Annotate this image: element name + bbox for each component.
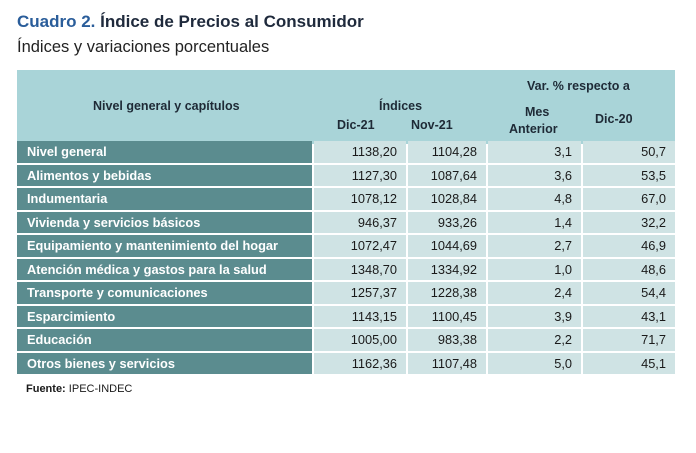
cell-nov21: 1107,48 [408, 352, 486, 374]
row-label: Equipamiento y mantenimiento del hogar [17, 235, 312, 257]
table-row: Otros bienes y servicios 1162,36 1107,48 5,… [17, 352, 675, 377]
table-row: Vivienda y servicios básicos 946,37 933,26… [17, 211, 675, 236]
cell-dic20: 71,7 [583, 329, 675, 351]
cell-nov21: 1334,92 [408, 258, 486, 280]
row-label: Atención médica y gastos para la salud [17, 258, 312, 280]
cell-dic21: 1162,36 [314, 352, 406, 374]
source-label: Fuente: [26, 383, 66, 395]
cell-dic21: 1257,37 [314, 282, 406, 304]
header-nivel: Nivel general y capítulos [93, 99, 240, 113]
header-indices: Índices [379, 99, 423, 113]
row-label: Vivienda y servicios básicos [17, 211, 312, 233]
table-row: Nivel general 1138,20 1104,28 3,1 50,7 [17, 141, 675, 165]
cell-dic21: 1143,15 [314, 305, 406, 327]
cell-nov21: 1044,69 [408, 235, 486, 257]
source-note: Fuente: IPEC-INDEC [26, 383, 132, 395]
cell-dic21: 1348,70 [314, 258, 406, 280]
table-row: Equipamiento y mantenimiento del hogar 10… [17, 235, 675, 259]
table-subtitle: Índices y variaciones porcentuales [17, 38, 270, 56]
cell-mes-anterior: 2,4 [488, 282, 581, 304]
cell-dic20: 32,2 [583, 211, 675, 233]
cell-nov21: 1104,28 [408, 141, 486, 163]
cell-nov21: 933,26 [408, 211, 486, 233]
header-mes: Mes [525, 105, 550, 119]
cell-dic21: 1127,30 [314, 164, 406, 186]
header-var: Var. % respecto a [527, 79, 630, 93]
cell-dic20: 46,9 [583, 235, 675, 257]
cell-nov21: 1100,45 [408, 305, 486, 327]
header-nov21: Nov-21 [411, 118, 453, 132]
cell-mes-anterior: 3,6 [488, 164, 581, 186]
table-title-text: Índice de Precios al Consumidor [100, 12, 364, 31]
table-row: Transporte y comunicaciones 1257,37 1228,3… [17, 282, 675, 306]
row-label: Transporte y comunicaciones [17, 282, 312, 304]
cell-dic20: 54,4 [583, 282, 675, 304]
cell-mes-anterior: 1,4 [488, 211, 581, 233]
table-row: Alimentos y bebidas 1127,30 1087,64 3,6 53,5 [17, 164, 675, 189]
cell-dic20: 48,6 [583, 258, 675, 280]
cell-mes-anterior: 3,1 [488, 141, 581, 163]
cell-mes-anterior: 2,7 [488, 235, 581, 257]
cell-mes-anterior: 3,9 [488, 305, 581, 327]
header-dic20: Dic-20 [595, 112, 633, 126]
table-row: Educación 1005,00 983,38 2,2 71,7 [17, 329, 675, 353]
header-dic21: Dic-21 [337, 118, 375, 132]
table-title: Cuadro 2. Índice de Precios al Consumido… [17, 12, 364, 32]
cell-nov21: 1028,84 [408, 188, 486, 210]
row-label: Esparcimiento [17, 305, 312, 327]
cell-dic21: 1138,20 [314, 141, 406, 163]
row-label: Alimentos y bebidas [17, 164, 312, 186]
row-label: Nivel general [17, 141, 312, 163]
table-row: Esparcimiento 1143,15 1100,45 3,9 43,1 [17, 305, 675, 330]
cell-dic20: 53,5 [583, 164, 675, 186]
cell-dic20: 45,1 [583, 352, 675, 374]
cell-mes-anterior: 5,0 [488, 352, 581, 374]
cell-nov21: 983,38 [408, 329, 486, 351]
cell-dic21: 1072,47 [314, 235, 406, 257]
cell-mes-anterior: 2,2 [488, 329, 581, 351]
cell-mes-anterior: 4,8 [488, 188, 581, 210]
table-header: Nivel general y capítulos Índices Dic-21… [17, 70, 675, 144]
cell-dic20: 50,7 [583, 141, 675, 163]
cell-dic20: 67,0 [583, 188, 675, 210]
cell-nov21: 1087,64 [408, 164, 486, 186]
cell-dic21: 946,37 [314, 211, 406, 233]
source-text: IPEC-INDEC [68, 383, 133, 395]
cell-nov21: 1228,38 [408, 282, 486, 304]
header-anterior: Anterior [509, 122, 558, 136]
row-label: Indumentaria [17, 188, 312, 210]
cell-dic20: 43,1 [583, 305, 675, 327]
cell-mes-anterior: 1,0 [488, 258, 581, 280]
table-row: Atención médica y gastos para la salud 13… [17, 258, 675, 283]
table-body: Nivel general 1138,20 1104,28 3,1 50,7 Alimen… [17, 141, 675, 376]
cell-dic21: 1005,00 [314, 329, 406, 351]
row-label: Otros bienes y servicios [17, 352, 312, 374]
cell-dic21: 1078,12 [314, 188, 406, 210]
table-number: Cuadro 2. [17, 12, 96, 31]
row-label: Educación [17, 329, 312, 351]
table-row: Indumentaria 1078,12 1028,84 4,8 67,0 [17, 188, 675, 212]
